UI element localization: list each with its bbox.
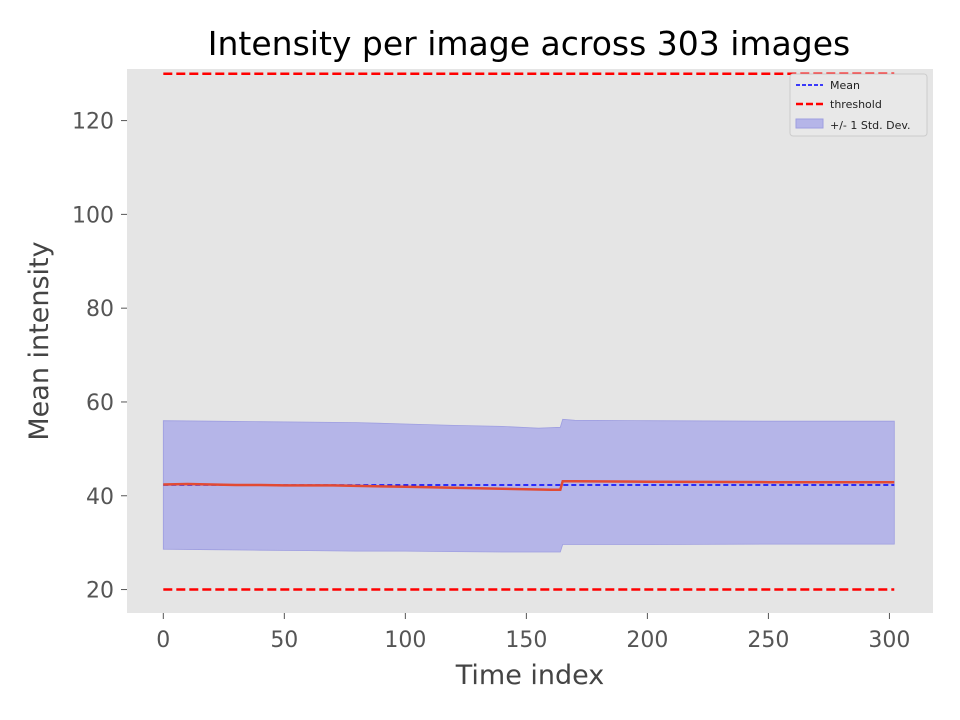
legend-band-label: +/- 1 Std. Dev. bbox=[830, 119, 911, 132]
std-dev-band-layer bbox=[162, 418, 895, 553]
legend-band-swatch bbox=[795, 118, 824, 129]
y-tick-label: 100 bbox=[72, 203, 114, 228]
legend-threshold-label: threshold bbox=[830, 98, 882, 111]
x-tick-label: 150 bbox=[505, 628, 547, 653]
legend: Mean threshold +/- 1 Std. Dev. bbox=[789, 73, 928, 137]
x-axis: 0 50 100 150 200 250 300 bbox=[156, 613, 910, 653]
y-tick-label: 20 bbox=[86, 579, 114, 604]
chart-title: Intensity per image across 303 images bbox=[208, 24, 850, 63]
y-tick-label: 120 bbox=[72, 110, 114, 135]
std-dev-band bbox=[162, 418, 895, 553]
x-tick-label: 100 bbox=[384, 628, 426, 653]
legend-mean-label: Mean bbox=[830, 79, 860, 92]
lines-layer bbox=[163, 72, 895, 591]
y-tick-label: 60 bbox=[86, 391, 114, 416]
y-tick-label: 40 bbox=[86, 485, 114, 510]
x-tick-label: 250 bbox=[747, 628, 789, 653]
x-axis-label: Time index bbox=[455, 660, 605, 691]
intensity-line bbox=[163, 479, 895, 491]
x-tick-label: 0 bbox=[156, 628, 170, 653]
x-tick-label: 50 bbox=[270, 628, 298, 653]
y-tick-label: 80 bbox=[86, 297, 114, 322]
y-axis: 20 40 60 80 100 120 bbox=[72, 110, 127, 604]
x-tick-label: 200 bbox=[626, 628, 668, 653]
y-axis-label: Mean intensity bbox=[24, 241, 55, 440]
x-tick-label: 300 bbox=[868, 628, 910, 653]
legend-box bbox=[789, 73, 928, 137]
